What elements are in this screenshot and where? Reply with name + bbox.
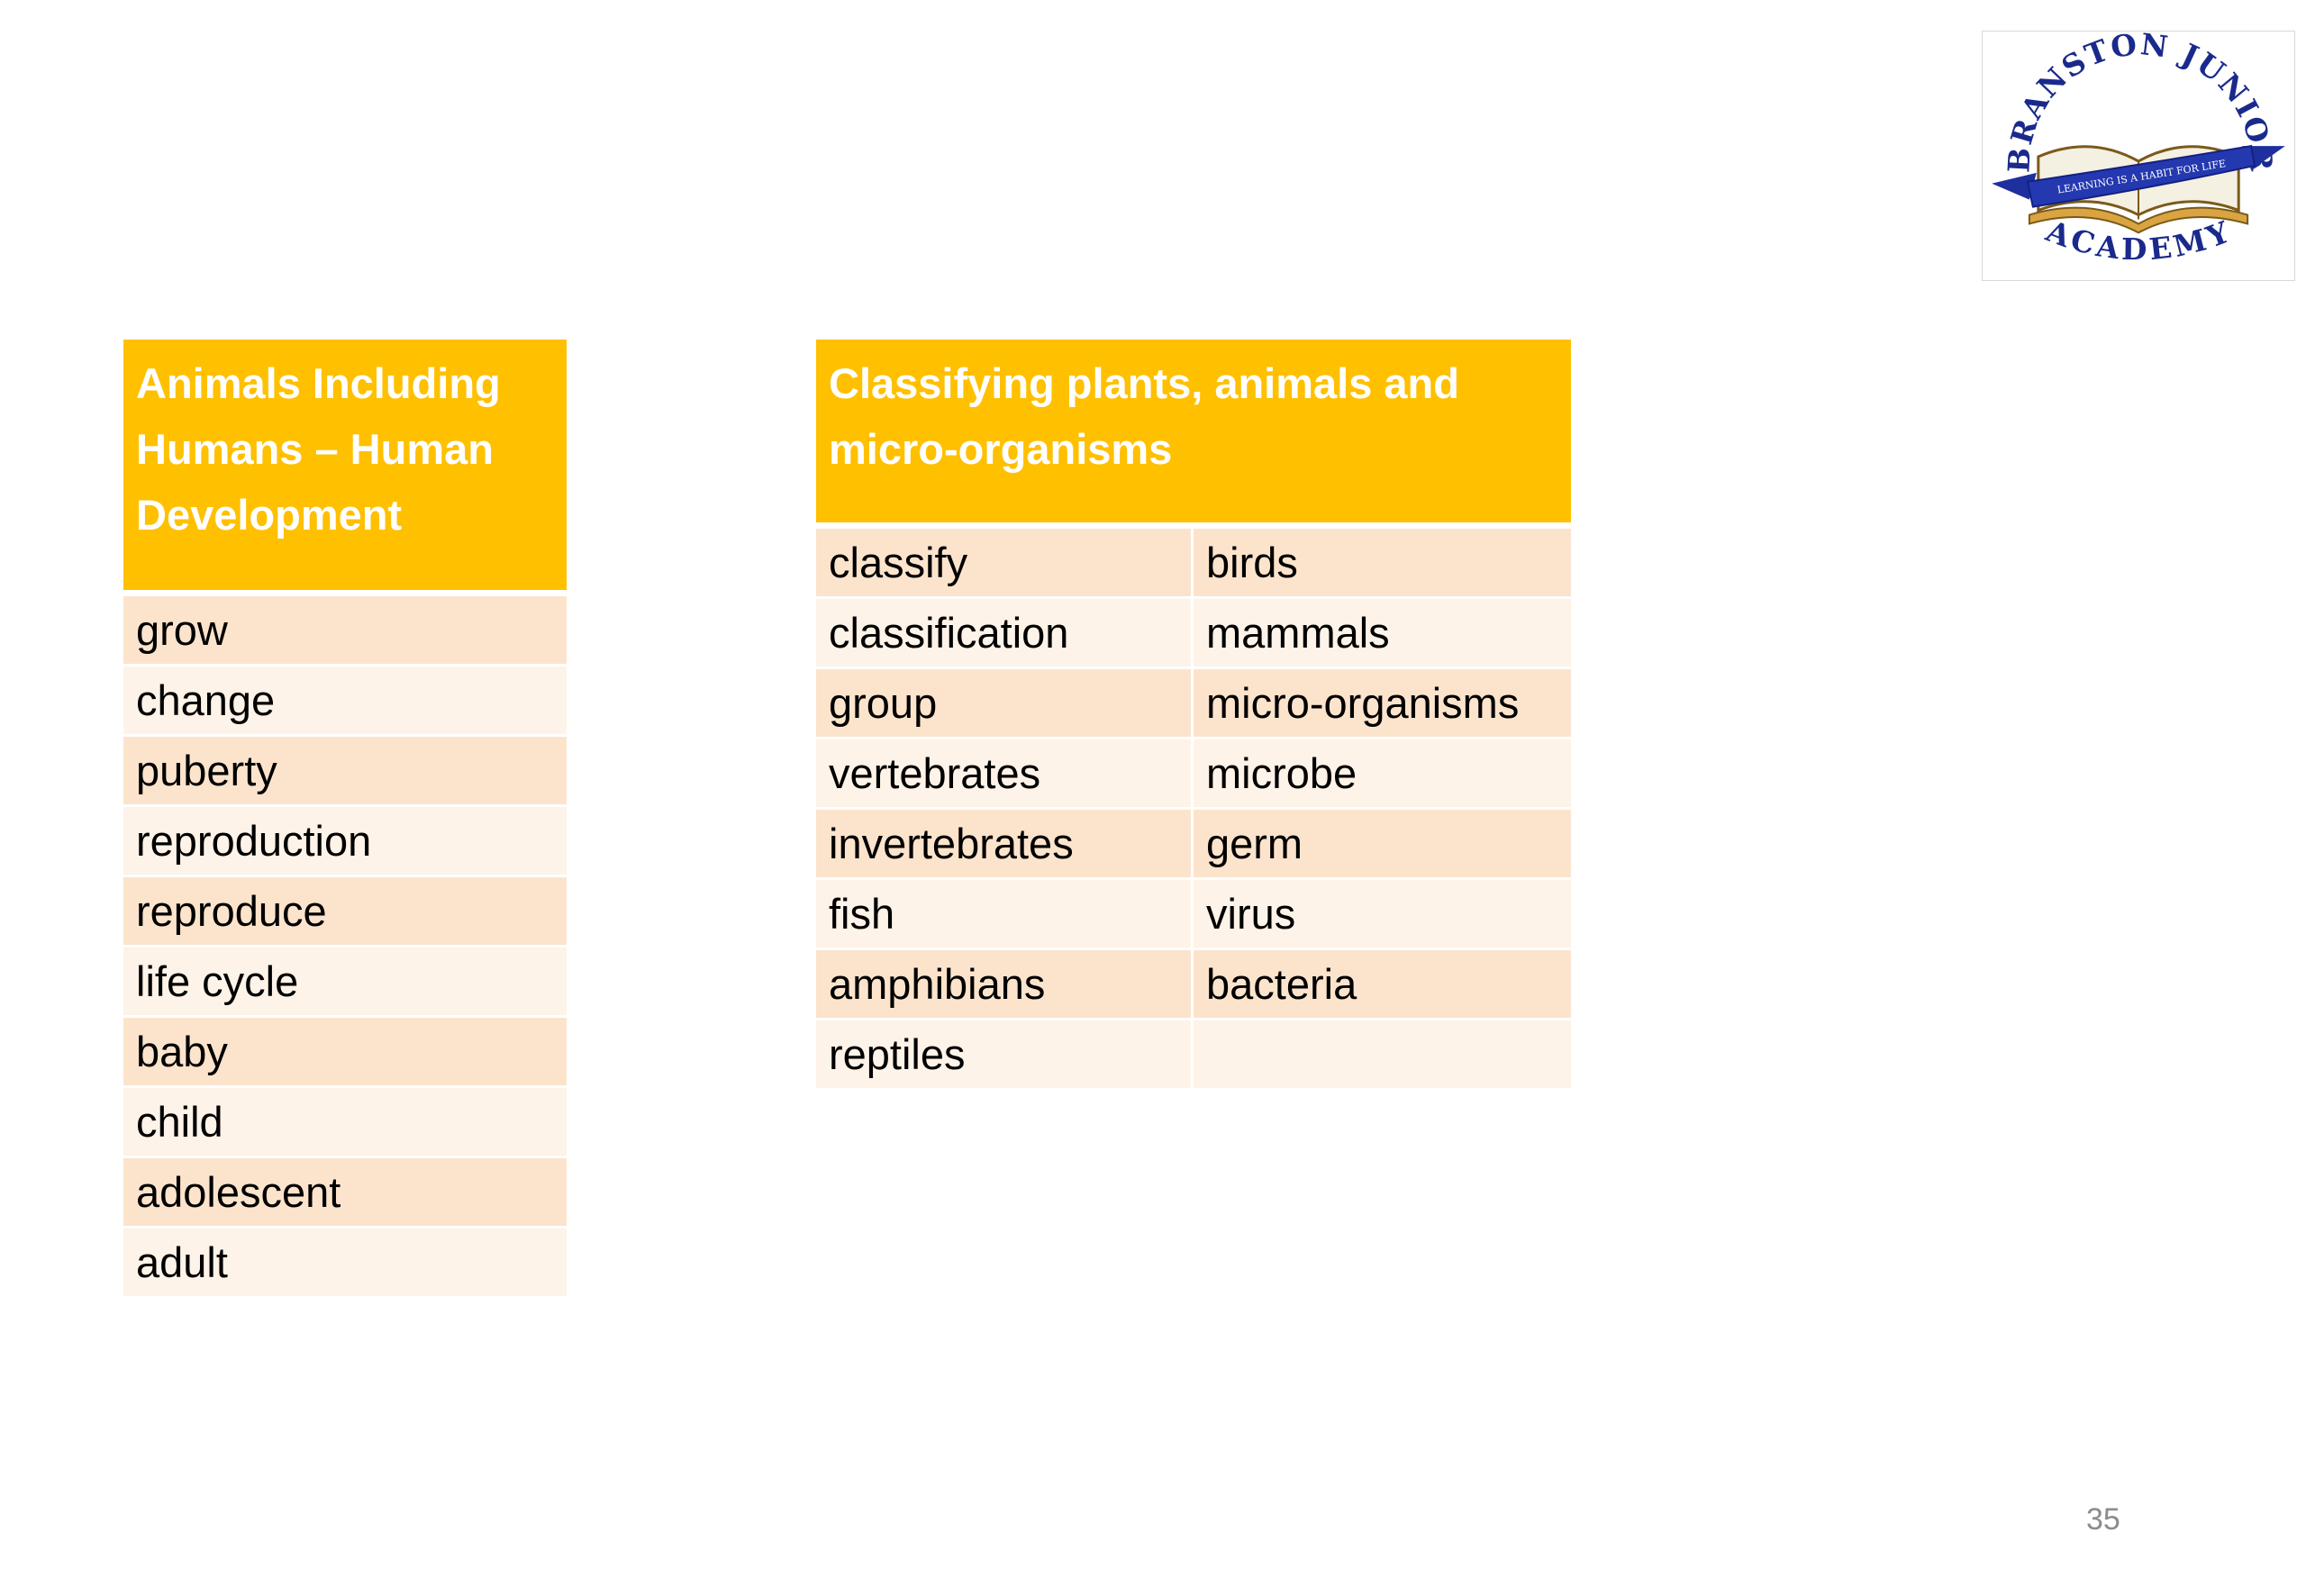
- classify-word: micro-organisms: [1194, 669, 1571, 739]
- animals-word: life cycle: [123, 948, 567, 1018]
- logo-bottom-text: ACADEMY: [2040, 213, 2233, 267]
- page-number: 35: [2086, 1502, 2120, 1537]
- classify-word: reptiles: [816, 1020, 1194, 1091]
- classify-word: bacteria: [1194, 950, 1571, 1020]
- classify-word: vertebrates: [816, 739, 1194, 810]
- animals-word: child: [123, 1088, 567, 1158]
- animals-table-header: Animals Including Humans – Human Develop…: [123, 340, 567, 596]
- classify-word: classification: [816, 599, 1194, 669]
- classify-word: microbe: [1194, 739, 1571, 810]
- svg-text:ACADEMY: ACADEMY: [2040, 213, 2237, 267]
- classify-word: birds: [1194, 529, 1571, 599]
- classify-word: fish: [816, 880, 1194, 950]
- animals-word: adolescent: [123, 1158, 567, 1229]
- classify-word: classify: [816, 529, 1194, 599]
- classifying-vocabulary-table: Classifying plants, animals and micro-or…: [816, 340, 1571, 1091]
- classify-empty-cell: [1194, 1020, 1571, 1091]
- animals-word: change: [123, 667, 567, 737]
- classify-word: mammals: [1194, 599, 1571, 669]
- animals-word: reproduction: [123, 807, 567, 877]
- animals-word: grow: [123, 596, 567, 667]
- classify-word: germ: [1194, 810, 1571, 880]
- classify-word: invertebrates: [816, 810, 1194, 880]
- animals-vocabulary-table: Animals Including Humans – Human Develop…: [123, 340, 567, 1299]
- classify-word: amphibians: [816, 950, 1194, 1020]
- classify-table-header: Classifying plants, animals and micro-or…: [816, 340, 1571, 529]
- animals-word: puberty: [123, 737, 567, 807]
- animals-word: reproduce: [123, 877, 567, 948]
- animals-word: baby: [123, 1018, 567, 1088]
- classify-word: virus: [1194, 880, 1571, 950]
- classify-word: group: [816, 669, 1194, 739]
- academy-logo: BRANSTON JUNIOR LEARNING IS A HABIT FOR …: [1982, 31, 2295, 281]
- animals-word: adult: [123, 1229, 567, 1299]
